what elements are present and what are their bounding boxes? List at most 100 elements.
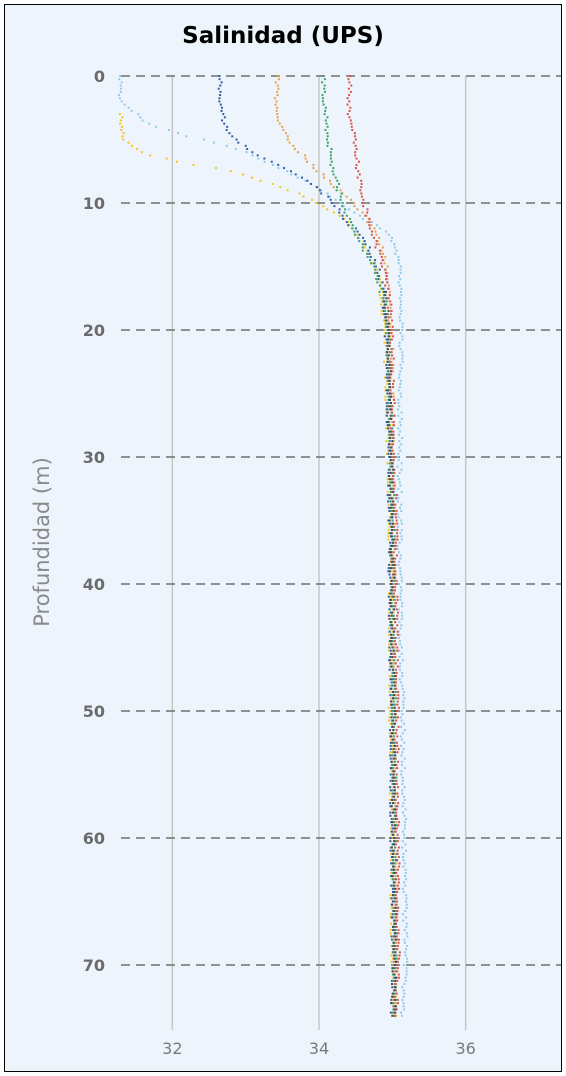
data-point <box>389 624 392 627</box>
data-point <box>392 941 395 944</box>
data-point <box>386 329 389 331</box>
data-point <box>393 763 396 766</box>
data-point <box>389 405 392 408</box>
data-point <box>391 675 394 678</box>
data-point <box>397 611 400 614</box>
data-point <box>394 643 397 646</box>
data-point <box>388 379 391 382</box>
data-point <box>392 541 395 544</box>
data-point <box>397 802 400 805</box>
data-point <box>387 452 390 455</box>
data-point <box>394 779 397 782</box>
y-axis-label: Profundidad (m) <box>30 457 54 627</box>
data-point <box>391 890 394 893</box>
data-point <box>353 135 356 138</box>
data-point <box>399 392 402 395</box>
data-point <box>392 748 395 751</box>
x-tick-label: 32 <box>162 1039 182 1058</box>
data-point <box>393 948 396 951</box>
data-point <box>405 925 408 928</box>
data-point <box>393 579 396 582</box>
data-point <box>397 878 400 881</box>
data-point <box>392 538 395 541</box>
data-point <box>323 87 326 90</box>
data-point <box>401 335 404 338</box>
data-point <box>391 319 394 322</box>
data-point <box>321 81 324 84</box>
data-point <box>363 240 366 243</box>
data-point <box>385 303 388 306</box>
data-point <box>323 84 326 87</box>
data-point <box>400 468 403 471</box>
data-point <box>392 633 395 636</box>
data-point <box>332 211 335 214</box>
data-point <box>397 281 400 284</box>
data-point <box>398 951 401 954</box>
data-point <box>389 570 392 573</box>
data-point <box>378 268 381 271</box>
data-point <box>400 773 403 776</box>
data-point <box>388 659 391 662</box>
data-point <box>396 998 399 1001</box>
data-point <box>390 1002 393 1005</box>
data-point <box>399 363 402 366</box>
data-point <box>403 757 406 760</box>
data-point <box>392 503 395 506</box>
data-point <box>392 595 395 598</box>
data-point <box>369 259 372 262</box>
data-point <box>388 294 391 297</box>
data-point <box>395 871 398 874</box>
data-point <box>279 186 282 189</box>
data-point <box>390 532 393 535</box>
data-point <box>399 424 402 427</box>
data-point <box>391 732 394 735</box>
data-point <box>399 332 402 335</box>
data-point <box>393 414 396 417</box>
data-point <box>397 487 400 490</box>
data-point <box>394 910 397 913</box>
data-point <box>393 890 396 893</box>
data-point <box>395 773 398 776</box>
data-point <box>394 865 397 868</box>
data-point <box>388 684 391 687</box>
data-point <box>398 405 401 408</box>
data-point <box>400 617 403 620</box>
data-point <box>392 551 395 554</box>
data-point <box>390 509 393 512</box>
data-point <box>394 951 397 954</box>
data-point <box>392 481 395 484</box>
data-point <box>400 538 403 541</box>
data-point <box>389 929 392 932</box>
data-point <box>398 621 401 624</box>
data-point <box>389 592 392 595</box>
data-point <box>396 916 399 919</box>
data-point <box>403 881 406 884</box>
data-point <box>218 100 221 103</box>
data-point <box>388 408 391 411</box>
data-point <box>392 392 395 395</box>
data-point <box>222 113 225 116</box>
data-point <box>219 94 222 97</box>
data-point <box>389 487 392 490</box>
data-point <box>394 586 397 589</box>
x-tick-label: 36 <box>455 1039 475 1058</box>
data-point <box>402 748 405 751</box>
data-point <box>403 741 406 744</box>
data-point <box>392 910 395 913</box>
data-point <box>397 433 400 436</box>
data-point <box>218 97 221 100</box>
data-point <box>400 411 403 414</box>
data-point <box>396 649 399 652</box>
data-point <box>390 944 393 947</box>
data-point <box>393 824 396 827</box>
data-point <box>396 535 399 538</box>
data-point <box>322 176 325 179</box>
data-point <box>391 554 394 557</box>
data-point <box>370 230 373 233</box>
data-point <box>390 348 393 351</box>
data-point <box>332 186 335 189</box>
data-point <box>390 665 393 668</box>
y-tick-labels: 0 10 20 30 40 50 60 70 <box>83 67 105 975</box>
data-point <box>276 84 279 87</box>
data-point <box>119 90 122 93</box>
